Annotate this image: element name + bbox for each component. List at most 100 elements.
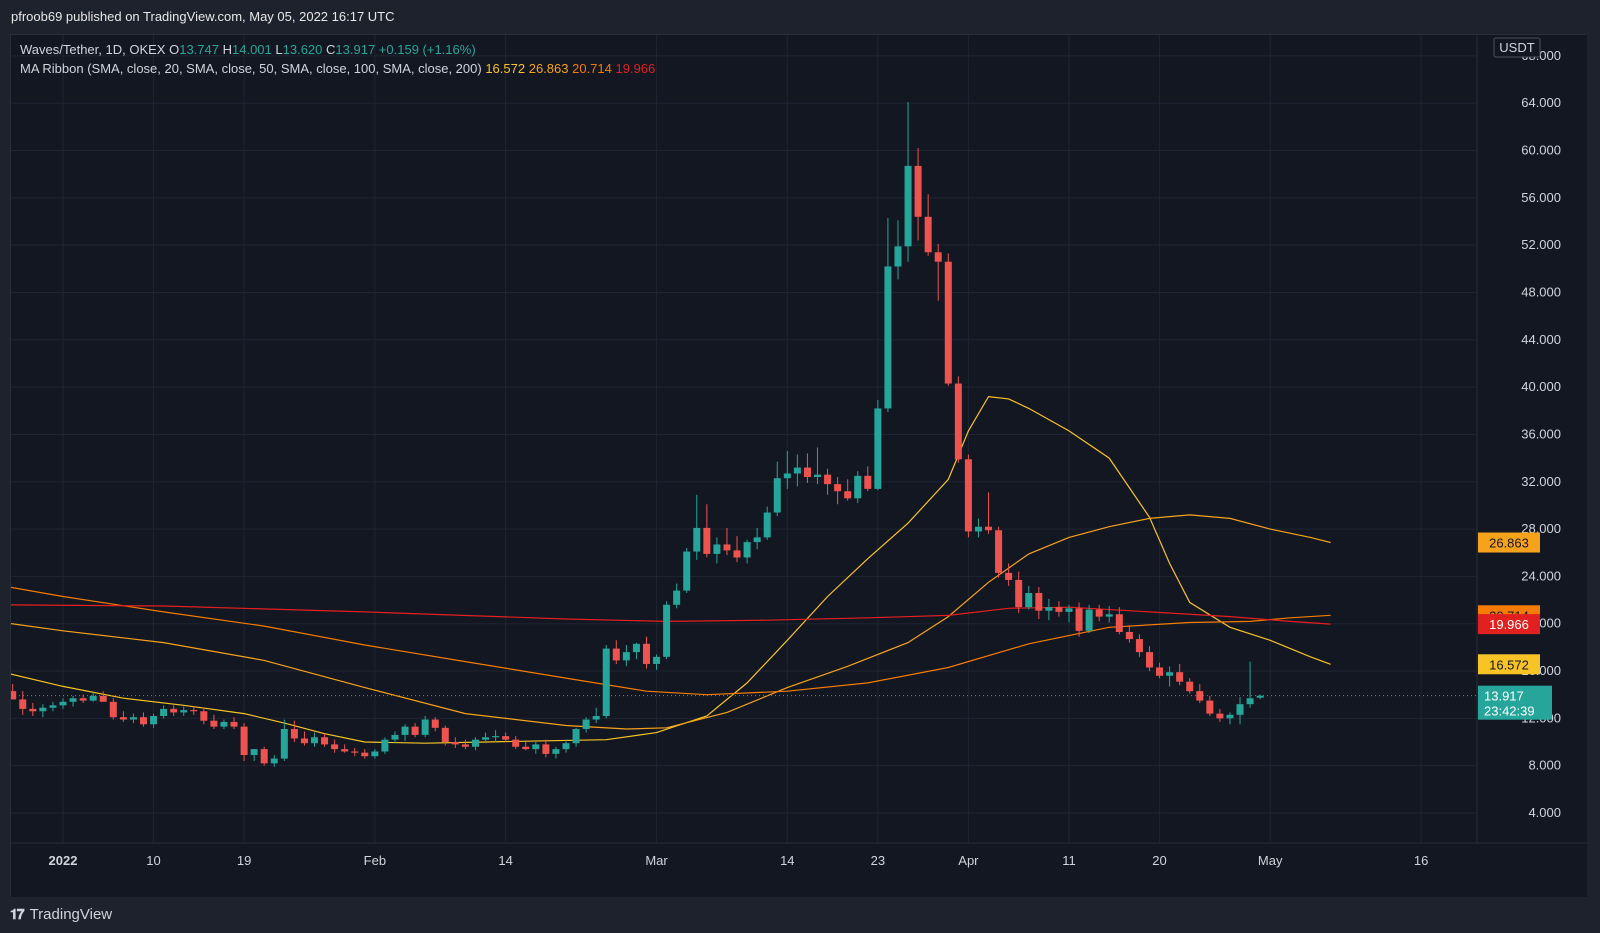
candle — [391, 731, 399, 744]
candle — [1236, 697, 1244, 725]
time-tick-label: 2022 — [49, 853, 78, 868]
time-axis: 2022 10 19 Feb 14 Mar 14 23 Apr 11 20 May 16 — [49, 853, 1429, 868]
ma-price-tag: 26.863 — [1478, 532, 1540, 553]
price-tick-label: 40.000 — [1521, 379, 1561, 394]
candle — [411, 723, 419, 738]
candle-body — [1186, 681, 1194, 692]
candle-body — [512, 739, 520, 747]
candle — [532, 742, 540, 754]
candle-body — [230, 721, 238, 727]
candle — [522, 742, 530, 751]
candle-body — [914, 165, 922, 217]
chart-panel[interactable]: 68.000 64.000 60.000 56.000 52.000 48.000 44.0… — [10, 34, 1587, 897]
price-tick-label: 24.000 — [1521, 568, 1561, 583]
candle-body — [864, 475, 872, 489]
candle — [834, 477, 842, 505]
time-tick-label: 10 — [146, 853, 160, 868]
candle — [1085, 604, 1093, 634]
candle-body — [572, 729, 580, 744]
candle-body — [904, 165, 912, 247]
candle-body — [331, 744, 339, 750]
moving-average-lines — [11, 395, 1331, 744]
ma-line-1 — [11, 395, 1331, 744]
candle-body — [11, 691, 17, 700]
candle-body — [753, 537, 761, 543]
candle-body — [190, 710, 198, 712]
footer-brand[interactable]: 𝟏𝟕 TradingView — [10, 896, 310, 933]
ma-price-tag-text: 26.863 — [1489, 536, 1529, 551]
candle-body — [1005, 572, 1013, 580]
candle-body — [381, 739, 389, 752]
candle-body — [602, 648, 610, 716]
price-tick-label: 64.000 — [1521, 95, 1561, 110]
candle-body — [854, 475, 862, 499]
candle — [542, 739, 550, 758]
price-tick-label: 8.000 — [1528, 758, 1561, 773]
ma-price-tag: 16.572 — [1478, 654, 1540, 675]
candle — [431, 717, 439, 732]
ma-ribbon-legend-row: MA Ribbon (SMA, close, 20, SMA, close, 5… — [20, 59, 655, 78]
candle — [210, 714, 218, 730]
candle-body — [924, 216, 932, 253]
candle-body — [250, 749, 258, 756]
price-tick-label: 52.000 — [1521, 237, 1561, 252]
candle-body — [401, 726, 409, 735]
candle — [642, 636, 650, 669]
candle — [1025, 585, 1033, 610]
candle-body — [542, 744, 550, 754]
candle-body — [693, 527, 701, 552]
candle — [99, 691, 107, 702]
candle-body — [834, 484, 842, 492]
candle-body — [723, 544, 731, 551]
currency-label: USDT — [1493, 37, 1541, 58]
candle-body — [79, 698, 87, 701]
candle — [934, 243, 942, 301]
candle-body — [19, 699, 27, 709]
time-axis-bg — [11, 843, 1587, 897]
candle-body — [361, 752, 369, 757]
candle — [280, 719, 288, 761]
candle-body — [391, 734, 399, 740]
candle — [1226, 712, 1234, 725]
candle-body — [39, 707, 47, 712]
candle-body — [1256, 695, 1264, 698]
candle — [270, 755, 278, 767]
candle-body — [783, 473, 791, 479]
ma50-legend-value: 26.863 — [528, 61, 569, 76]
tradingview-logo-icon: 𝟏𝟕 — [10, 906, 25, 922]
candle — [995, 526, 1003, 578]
candle — [753, 527, 761, 550]
candle — [1186, 678, 1194, 694]
candle-body — [482, 737, 490, 740]
candle-body — [1015, 579, 1023, 608]
candle — [1135, 634, 1143, 657]
price-tick-label: 60.000 — [1521, 143, 1561, 158]
candle — [653, 654, 661, 670]
candle — [1206, 695, 1214, 716]
candle — [421, 715, 429, 738]
candle-body — [1226, 714, 1234, 719]
price-tick-label: 32.000 — [1521, 474, 1561, 489]
candle — [944, 253, 952, 386]
candle — [311, 732, 318, 747]
candle-body — [793, 467, 801, 474]
candle-body — [109, 701, 117, 718]
candle-body — [954, 383, 962, 460]
candle — [1246, 661, 1254, 708]
candle — [119, 711, 127, 722]
candle — [1065, 604, 1073, 623]
candle — [733, 536, 741, 563]
time-tick-label: May — [1258, 853, 1283, 868]
candle-body — [1075, 608, 1083, 631]
candle — [783, 451, 791, 489]
price-chart-svg[interactable]: 68.00064.00060.00056.00052.00048.00044.0… — [11, 35, 1587, 897]
candle-body — [290, 729, 298, 739]
candle — [602, 645, 610, 719]
candle — [974, 518, 982, 538]
candle — [824, 468, 832, 495]
candle-body — [1065, 608, 1073, 612]
candle-body — [884, 266, 892, 409]
candle — [894, 220, 902, 280]
candle — [1166, 666, 1174, 687]
